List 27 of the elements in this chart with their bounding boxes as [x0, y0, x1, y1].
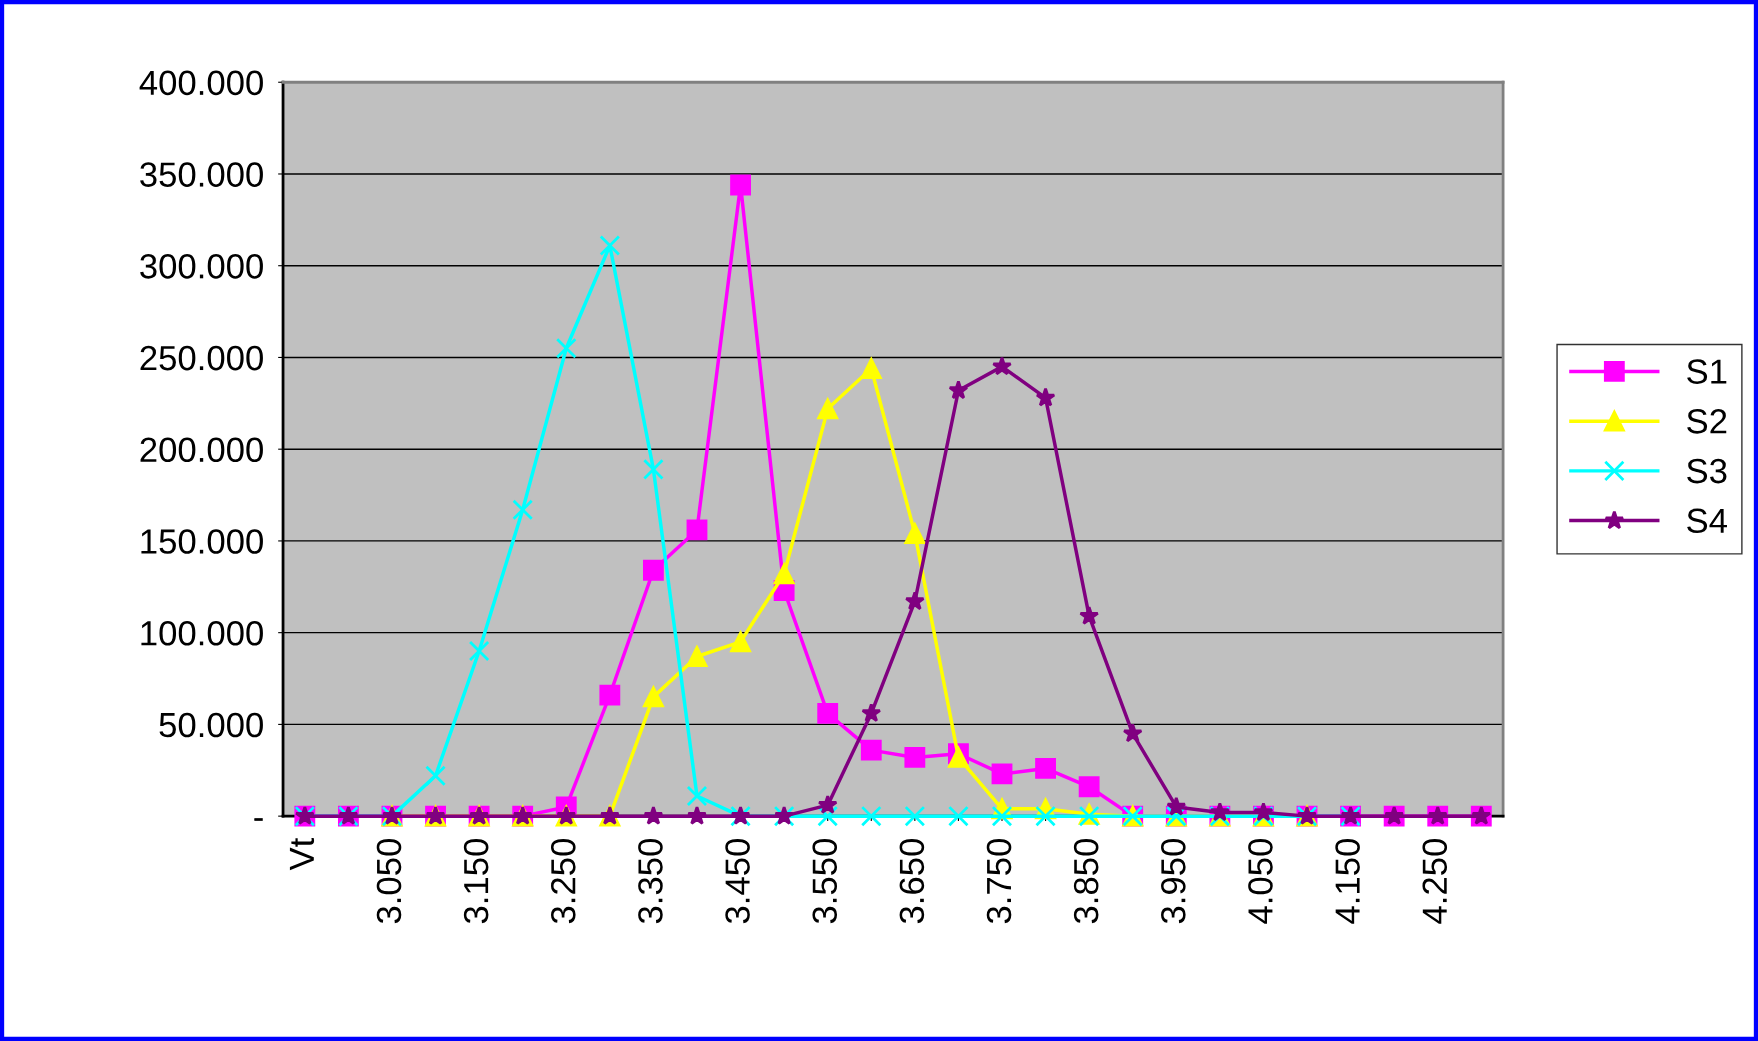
y-tick-label: 200.000 [140, 437, 263, 463]
y-tick-label: 350.000 [140, 162, 263, 187]
x-tick-label: 3.350 [638, 839, 663, 924]
x-tick-label: 3.050 [376, 839, 402, 924]
y-tick-label: 300.000 [140, 254, 263, 279]
x-tick-label: 3.450 [725, 839, 750, 924]
x-tick-label: 3.950 [1161, 839, 1186, 924]
legend-label: S2 [1687, 409, 1727, 434]
x-tick-label: 3.250 [551, 839, 576, 924]
x-tick-label: 4.050 [1248, 839, 1273, 924]
x-tick-label: 4.250 [1422, 839, 1448, 924]
y-tick-label: - [254, 818, 263, 821]
y-tick-label: 250.000 [140, 345, 263, 371]
y-tick-label: 50.000 [159, 712, 263, 738]
y-tick-label: 150.000 [141, 529, 263, 554]
legend-label: S4 [1687, 508, 1727, 534]
x-tick-label: 4.150 [1335, 839, 1360, 924]
x-tick-label: 3.550 [812, 839, 838, 924]
y-tick-label: 400.000 [139, 70, 263, 96]
x-tick-label: 3.150 [463, 839, 489, 924]
x-tick-label: Vt [289, 837, 315, 871]
y-tick-label: 100.000 [141, 621, 263, 646]
legend-label: S1 [1687, 359, 1727, 384]
legend-label: S3 [1687, 458, 1727, 484]
x-tick-label: 3.650 [899, 839, 925, 924]
x-tick-label: 3.850 [1073, 839, 1099, 924]
x-tick-label: 3.750 [986, 839, 1012, 924]
